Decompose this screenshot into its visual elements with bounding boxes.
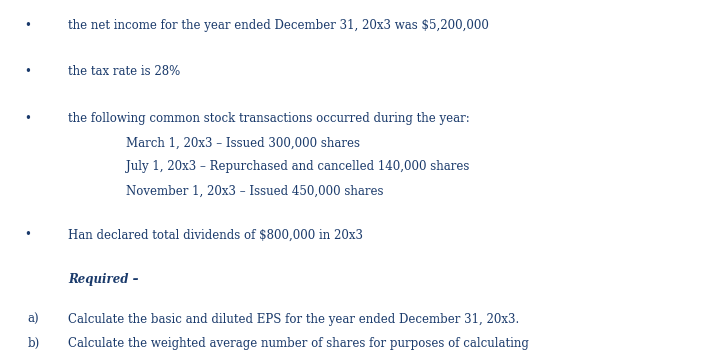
- Text: Calculate the basic and diluted EPS for the year ended December 31, 20x3.: Calculate the basic and diluted EPS for …: [68, 313, 520, 326]
- Text: Han declared total dividends of $800,000 in 20x3: Han declared total dividends of $800,000…: [68, 228, 363, 241]
- Text: a): a): [27, 313, 39, 326]
- Text: the following common stock transactions occurred during the year:: the following common stock transactions …: [68, 112, 470, 125]
- Text: •: •: [24, 228, 31, 241]
- Text: November 1, 20x3 – Issued 450,000 shares: November 1, 20x3 – Issued 450,000 shares: [126, 184, 384, 198]
- Text: •: •: [24, 65, 31, 79]
- Text: Calculate the weighted average number of shares for purposes of calculating: Calculate the weighted average number of…: [68, 337, 529, 350]
- Text: b): b): [27, 337, 40, 350]
- Text: •: •: [24, 112, 31, 125]
- Text: March 1, 20x3 – Issued 300,000 shares: March 1, 20x3 – Issued 300,000 shares: [126, 136, 360, 149]
- Text: July 1, 20x3 – Repurchased and cancelled 140,000 shares: July 1, 20x3 – Repurchased and cancelled…: [126, 160, 469, 173]
- Text: the tax rate is 28%: the tax rate is 28%: [68, 65, 181, 79]
- Text: Required –: Required –: [68, 273, 139, 286]
- Text: the net income for the year ended December 31, 20x3 was $5,200,000: the net income for the year ended Decemb…: [68, 19, 490, 33]
- Text: •: •: [24, 19, 31, 33]
